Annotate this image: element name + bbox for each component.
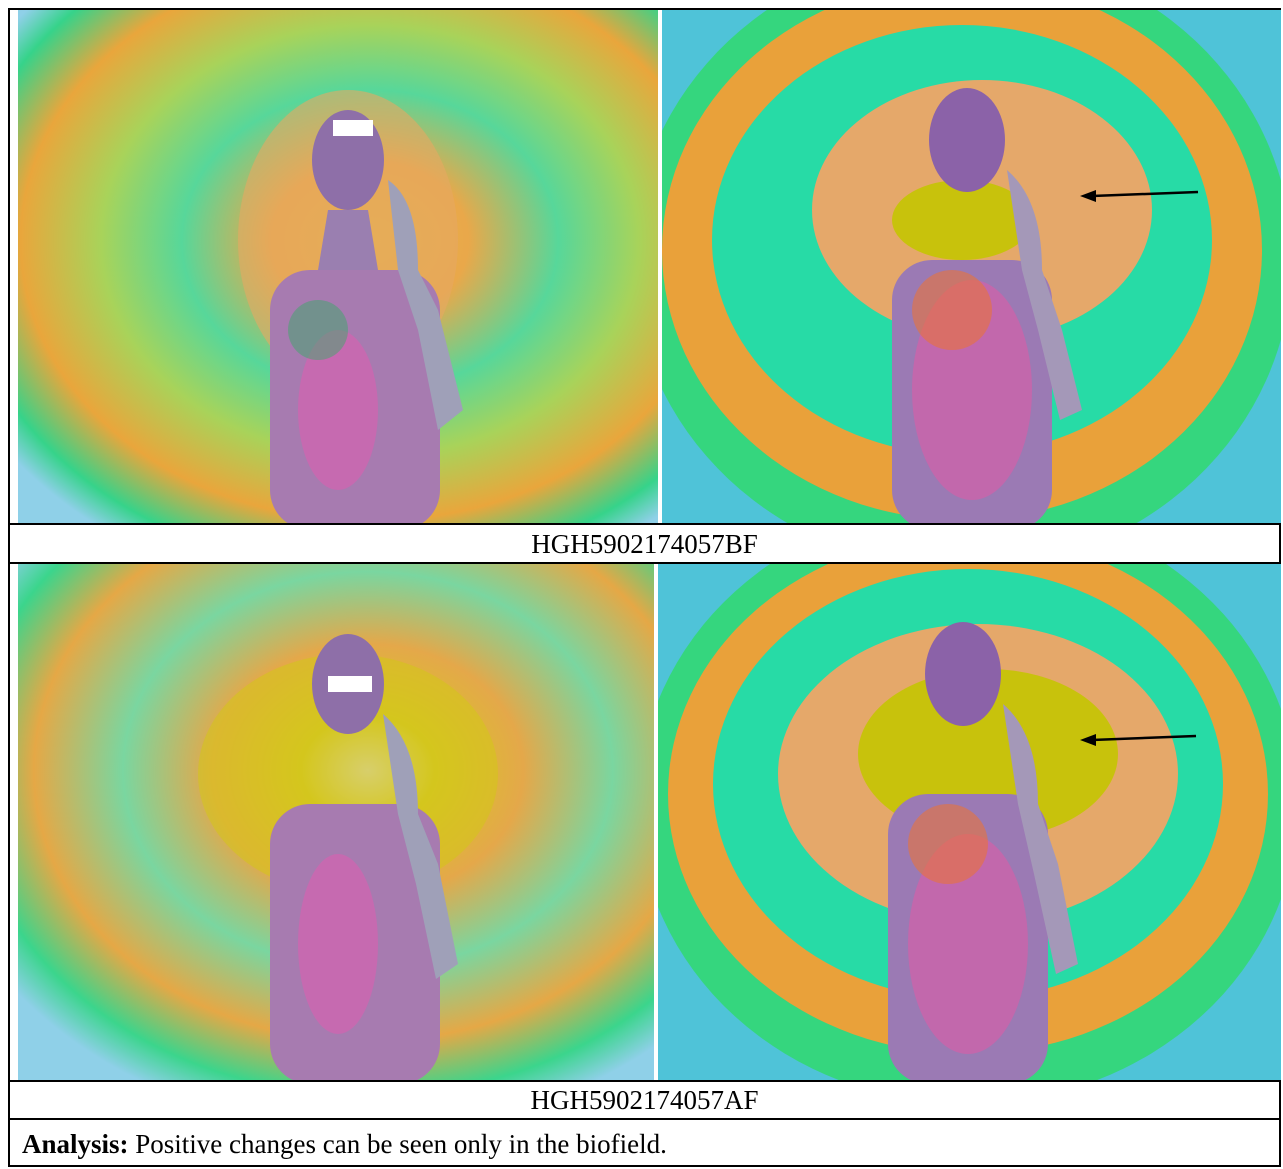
person-silhouette (888, 622, 1078, 1080)
caption-before: HGH5902174057BF (531, 529, 758, 559)
biofield-photo-after-left (18, 564, 654, 1080)
biofield-photo-before-left (18, 10, 658, 523)
biofield-photo-before-right (662, 10, 1281, 523)
analysis-text: Analysis: Positive changes can be seen o… (22, 1128, 667, 1160)
eye-censor-bar (328, 676, 372, 692)
caption-after: HGH5902174057AF (530, 1085, 759, 1115)
row-divider (8, 562, 1281, 564)
eye-censor-bar (333, 120, 373, 136)
arrow-icon (1080, 190, 1199, 202)
person-silhouette (270, 110, 463, 523)
row-divider (8, 523, 1281, 525)
analysis-body: Positive changes can be seen only in the… (128, 1129, 667, 1159)
biofield-photo-after-right (658, 564, 1281, 1080)
arrow-icon (1080, 734, 1197, 746)
person-silhouette (270, 634, 458, 1080)
person-silhouette (892, 88, 1082, 523)
analysis-label: Analysis: (22, 1129, 129, 1159)
row-divider (8, 1080, 1281, 1082)
row-divider (8, 1118, 1281, 1120)
